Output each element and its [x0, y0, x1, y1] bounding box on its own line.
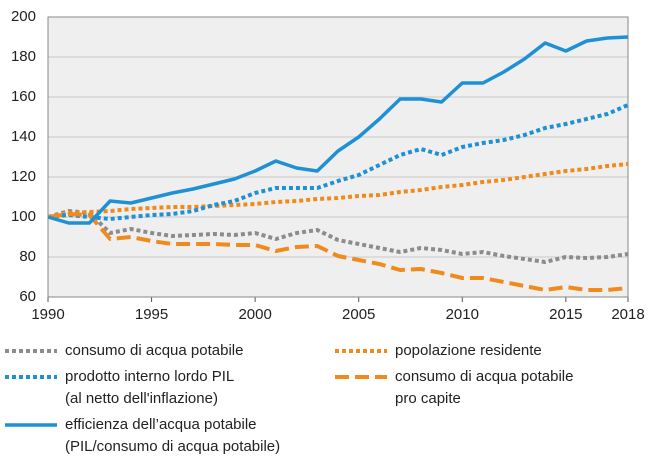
y-tick-label: 60	[19, 288, 36, 305]
x-tick-label: 1995	[135, 306, 168, 323]
x-tick-label: 2018	[611, 306, 644, 323]
y-tick-label: 80	[19, 248, 36, 265]
y-tick-label: 120	[11, 168, 36, 185]
legend-label: consumo di acqua potabile pro capite	[395, 368, 574, 407]
series-line	[47, 103, 629, 221]
x-tick-label: 1990	[31, 306, 64, 323]
legend-item: efficienza dell’acqua potabile (PIL/cons…	[0, 414, 330, 458]
y-tick-label: 100	[11, 208, 36, 225]
plot-border	[47, 16, 629, 298]
legend-label: prodotto interno lordo PIL (al netto del…	[65, 368, 235, 407]
legend-label: popolazione residente	[395, 342, 542, 359]
legend-swatch	[5, 375, 57, 379]
x-tick-label: 2000	[238, 306, 271, 323]
series-line	[47, 35, 629, 225]
legend-label: efficienza dell’acqua potabile (PIL/cons…	[65, 416, 281, 455]
x-tick-label: 2010	[446, 306, 479, 323]
legend-item: prodotto interno lordo PIL (al netto del…	[0, 366, 330, 410]
y-tick-label: 200	[11, 8, 36, 25]
legend-label: consumo di acqua potabile	[65, 342, 244, 359]
y-tick-label: 180	[11, 48, 36, 65]
x-tick-label: 2015	[549, 306, 582, 323]
series-line	[47, 209, 629, 264]
x-tick-label: 2005	[342, 306, 375, 323]
series-line	[47, 212, 629, 292]
plot: 60 80 100 120 140 160 180 200 1990 1995 2000 2005 20…	[11, 8, 645, 323]
plot-background	[48, 17, 628, 297]
legend-item: consumo di acqua potabile	[0, 340, 330, 362]
legend-swatch	[5, 423, 57, 427]
legend-item: popolazione residente	[330, 340, 649, 362]
series-line	[47, 162, 629, 219]
legend: consumo di acqua potabile popolazione res…	[0, 340, 649, 458]
y-tick-label: 160	[11, 88, 36, 105]
legend-swatch	[335, 375, 387, 379]
legend-swatch	[335, 349, 387, 353]
legend-swatch	[5, 349, 57, 353]
y-tick-label: 140	[11, 128, 36, 145]
legend-item: consumo di acqua potabile pro capite	[330, 366, 649, 410]
